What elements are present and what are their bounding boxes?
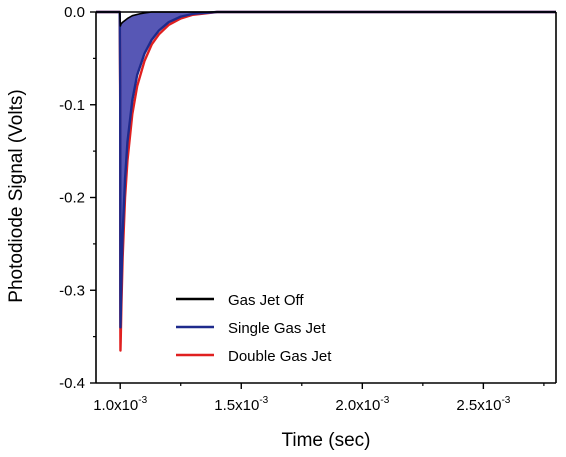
y-tick-label: -0.3 bbox=[59, 282, 85, 299]
x-tick-label: 2.5x10-3 bbox=[456, 395, 510, 414]
series-line-2 bbox=[96, 10, 556, 329]
series-lines bbox=[96, 10, 556, 352]
y-tick-label: -0.1 bbox=[59, 97, 85, 114]
legend-label: Double Gas Jet bbox=[228, 348, 332, 365]
fill-area-single-vs-off bbox=[96, 12, 556, 328]
x-axis-title: Time (sec) bbox=[281, 430, 370, 451]
axes bbox=[95, 11, 557, 384]
ticks bbox=[90, 11, 545, 389]
y-tick-label: 0.0 bbox=[64, 4, 85, 21]
x-tick-label: 2.0x10-3 bbox=[335, 395, 389, 414]
legend-label: Single Gas Jet bbox=[228, 320, 326, 337]
fill-between-area bbox=[96, 12, 556, 328]
legend-label: Gas Jet Off bbox=[228, 292, 304, 309]
legend: Gas Jet Off Single Gas Jet Double Gas Jet bbox=[176, 292, 332, 365]
y-tick-label: -0.2 bbox=[59, 190, 85, 207]
series-line-3 bbox=[96, 10, 556, 352]
x-tick-label: 1.5x10-3 bbox=[214, 395, 268, 414]
tick-labels: 1.0x10-3 1.5x10-3 2.0x10-3 2.5x10-3 0.0 -0.1 -… bbox=[59, 4, 511, 414]
y-axis-title: Photodiode Signal (Volts) bbox=[6, 89, 27, 302]
y-tick-label: -0.4 bbox=[59, 375, 85, 392]
x-tick-label: 1.0x10-3 bbox=[93, 395, 147, 414]
